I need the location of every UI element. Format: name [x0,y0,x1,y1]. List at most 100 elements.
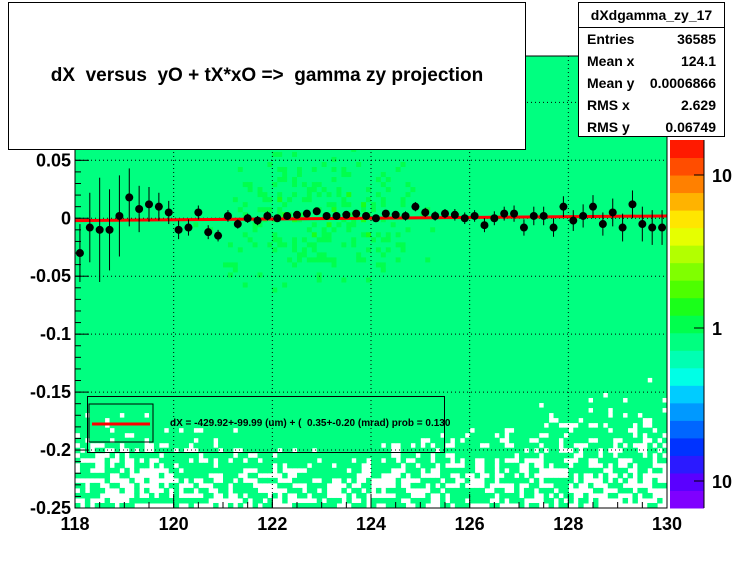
heatmap-cell [297,282,303,288]
heatmap-cell [311,181,318,188]
heatmap-cell [237,342,244,348]
heatmap-cell [79,317,86,323]
heatmap-cell [208,181,214,188]
heatmap-cell [94,357,101,363]
heatmap-cell [262,392,268,399]
heatmap-cell [227,176,234,183]
heatmap-cell [163,417,170,424]
heatmap-cell [213,196,219,203]
heatmap-cell [223,282,229,288]
heatmap-cell [139,221,145,228]
heatmap-cell [227,271,234,278]
heatmap-cell [134,352,140,358]
heatmap-cell [168,201,175,208]
heatmap-cell [119,261,125,268]
heatmap-cell [89,372,96,378]
heatmap-cell [84,266,91,273]
heatmap-cell [282,387,288,393]
heatmap-cell [262,196,268,203]
heatmap-cell [89,367,96,373]
heatmap-cell [277,221,283,228]
heatmap-cell [361,282,367,288]
heatmap-cell [84,327,91,333]
heatmap-cell [292,297,298,303]
heatmap-cell [311,171,318,178]
heatmap-cell [242,276,249,283]
heatmap-cell [203,181,209,188]
heatmap-cell [237,186,244,193]
heatmap-cell [237,196,244,203]
heatmap-cell [356,362,362,368]
heatmap-cell [99,342,106,348]
heatmap-cell [341,276,347,283]
heatmap-cell [267,442,273,449]
heatmap-cell [292,171,298,178]
heatmap-cell [341,427,347,434]
heatmap-cell [282,347,288,353]
heatmap-cell [326,297,333,303]
heatmap-cell [321,266,328,273]
heatmap-cell [149,347,155,353]
heatmap-cell [75,317,81,323]
heatmap-cell [75,357,81,363]
heatmap-cell [331,292,337,298]
heatmap-cell [198,462,204,469]
heatmap-cell [168,342,175,348]
heatmap-cell [287,181,293,188]
heatmap-cell [84,357,91,363]
heatmap-cell [346,266,352,273]
heatmap-cell [346,392,352,399]
heatmap-cell [247,437,254,444]
heatmap-cell [104,151,111,157]
heatmap-cell [306,256,313,263]
heatmap-cell [287,482,293,489]
heatmap-cell [183,417,189,424]
heatmap-cell [356,417,362,424]
heatmap-cell [301,457,308,464]
heatmap-cell [321,151,328,157]
heatmap-cell [301,407,308,414]
heatmap-cell [168,282,175,288]
heatmap-cell [183,457,189,464]
heatmap-cell [361,397,367,404]
heatmap-cell [149,322,155,328]
heatmap-cell [144,457,150,464]
heatmap-cell [79,402,86,409]
heatmap-cell [114,292,120,298]
heatmap-cell [134,221,140,228]
heatmap-cell [361,337,367,343]
heatmap-cell [119,327,125,333]
heatmap-cell [158,191,165,198]
heatmap-cell [341,372,347,378]
heatmap-cell [188,497,194,504]
heatmap-cell [336,362,342,368]
heatmap-cell [134,457,140,464]
heatmap-cell [183,256,189,263]
heatmap-cell [129,292,135,298]
heatmap-cell [144,241,150,248]
heatmap-cell [311,417,318,424]
heatmap-cell [79,492,86,499]
heatmap-cell [89,357,96,363]
heatmap-cell [237,377,244,383]
heatmap-cell [272,342,278,348]
heatmap-cell [203,317,209,323]
heatmap-cell [227,327,234,333]
heatmap-cell [227,171,234,178]
heatmap-cell [287,452,293,459]
heatmap-cell [89,332,96,338]
heatmap-cell [114,236,120,243]
heatmap-cell [292,276,298,283]
heatmap-cell [351,387,357,393]
heatmap-cell [341,402,347,409]
heatmap-cell [75,387,81,393]
heatmap-cell [252,342,259,348]
heatmap-cell [252,497,259,504]
heatmap-cell [267,201,273,208]
heatmap-cell [129,397,135,404]
heatmap-cell [287,327,293,333]
heatmap-cell [168,236,175,243]
heatmap-cell [223,236,229,243]
heatmap-cell [203,452,209,459]
heatmap-cell [292,186,298,193]
